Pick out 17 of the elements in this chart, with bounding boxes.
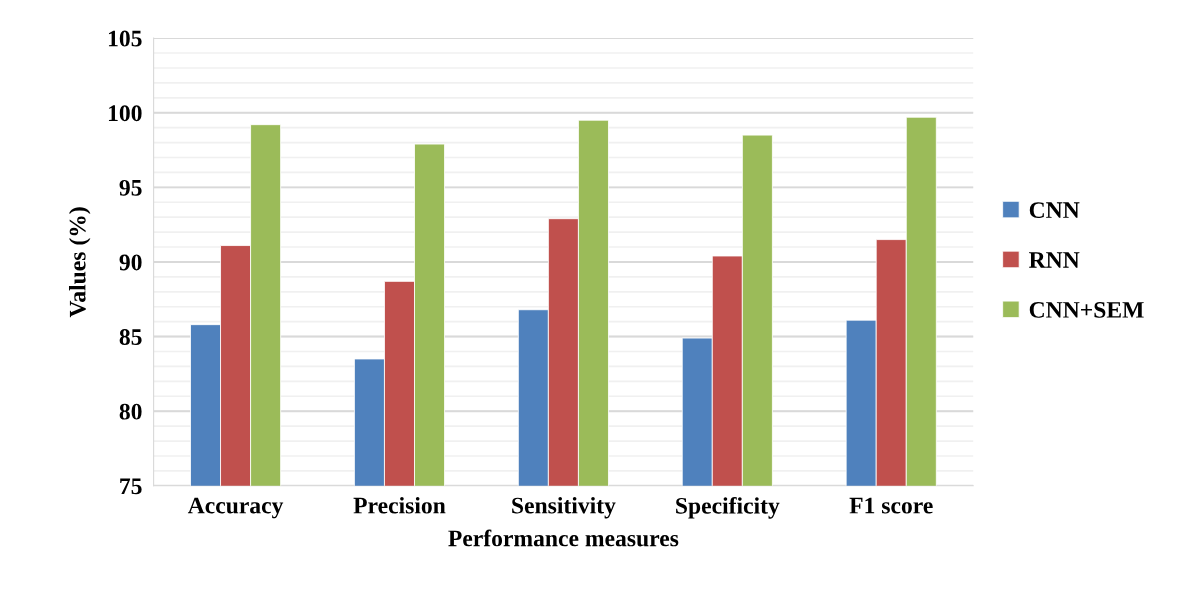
- legend-label: CNN: [1029, 202, 1080, 219]
- x-axis-title: Performance measures: [448, 529, 679, 547]
- y-tick-label: 75: [120, 478, 142, 495]
- y-tick-label: 100: [108, 105, 142, 122]
- x-tick-label: Sensitivity: [512, 496, 616, 519]
- x-tick-label: Precision: [353, 496, 446, 514]
- y-tick-label: 95: [119, 179, 142, 196]
- y-axis-title: Values (%): [68, 207, 91, 318]
- x-tick-label: Accuracy: [187, 497, 284, 519]
- legend-label: CNN+SEM: [1029, 301, 1144, 318]
- legend-label: RNN: [1029, 252, 1080, 268]
- x-tick-label: Specificity: [676, 496, 780, 519]
- y-tick-label: 105: [108, 30, 142, 47]
- y-tick-label: 90: [119, 254, 142, 271]
- y-tick-label: 85: [119, 329, 142, 346]
- y-tick-label: 80: [119, 403, 142, 420]
- x-tick-label: F1 score: [849, 497, 933, 514]
